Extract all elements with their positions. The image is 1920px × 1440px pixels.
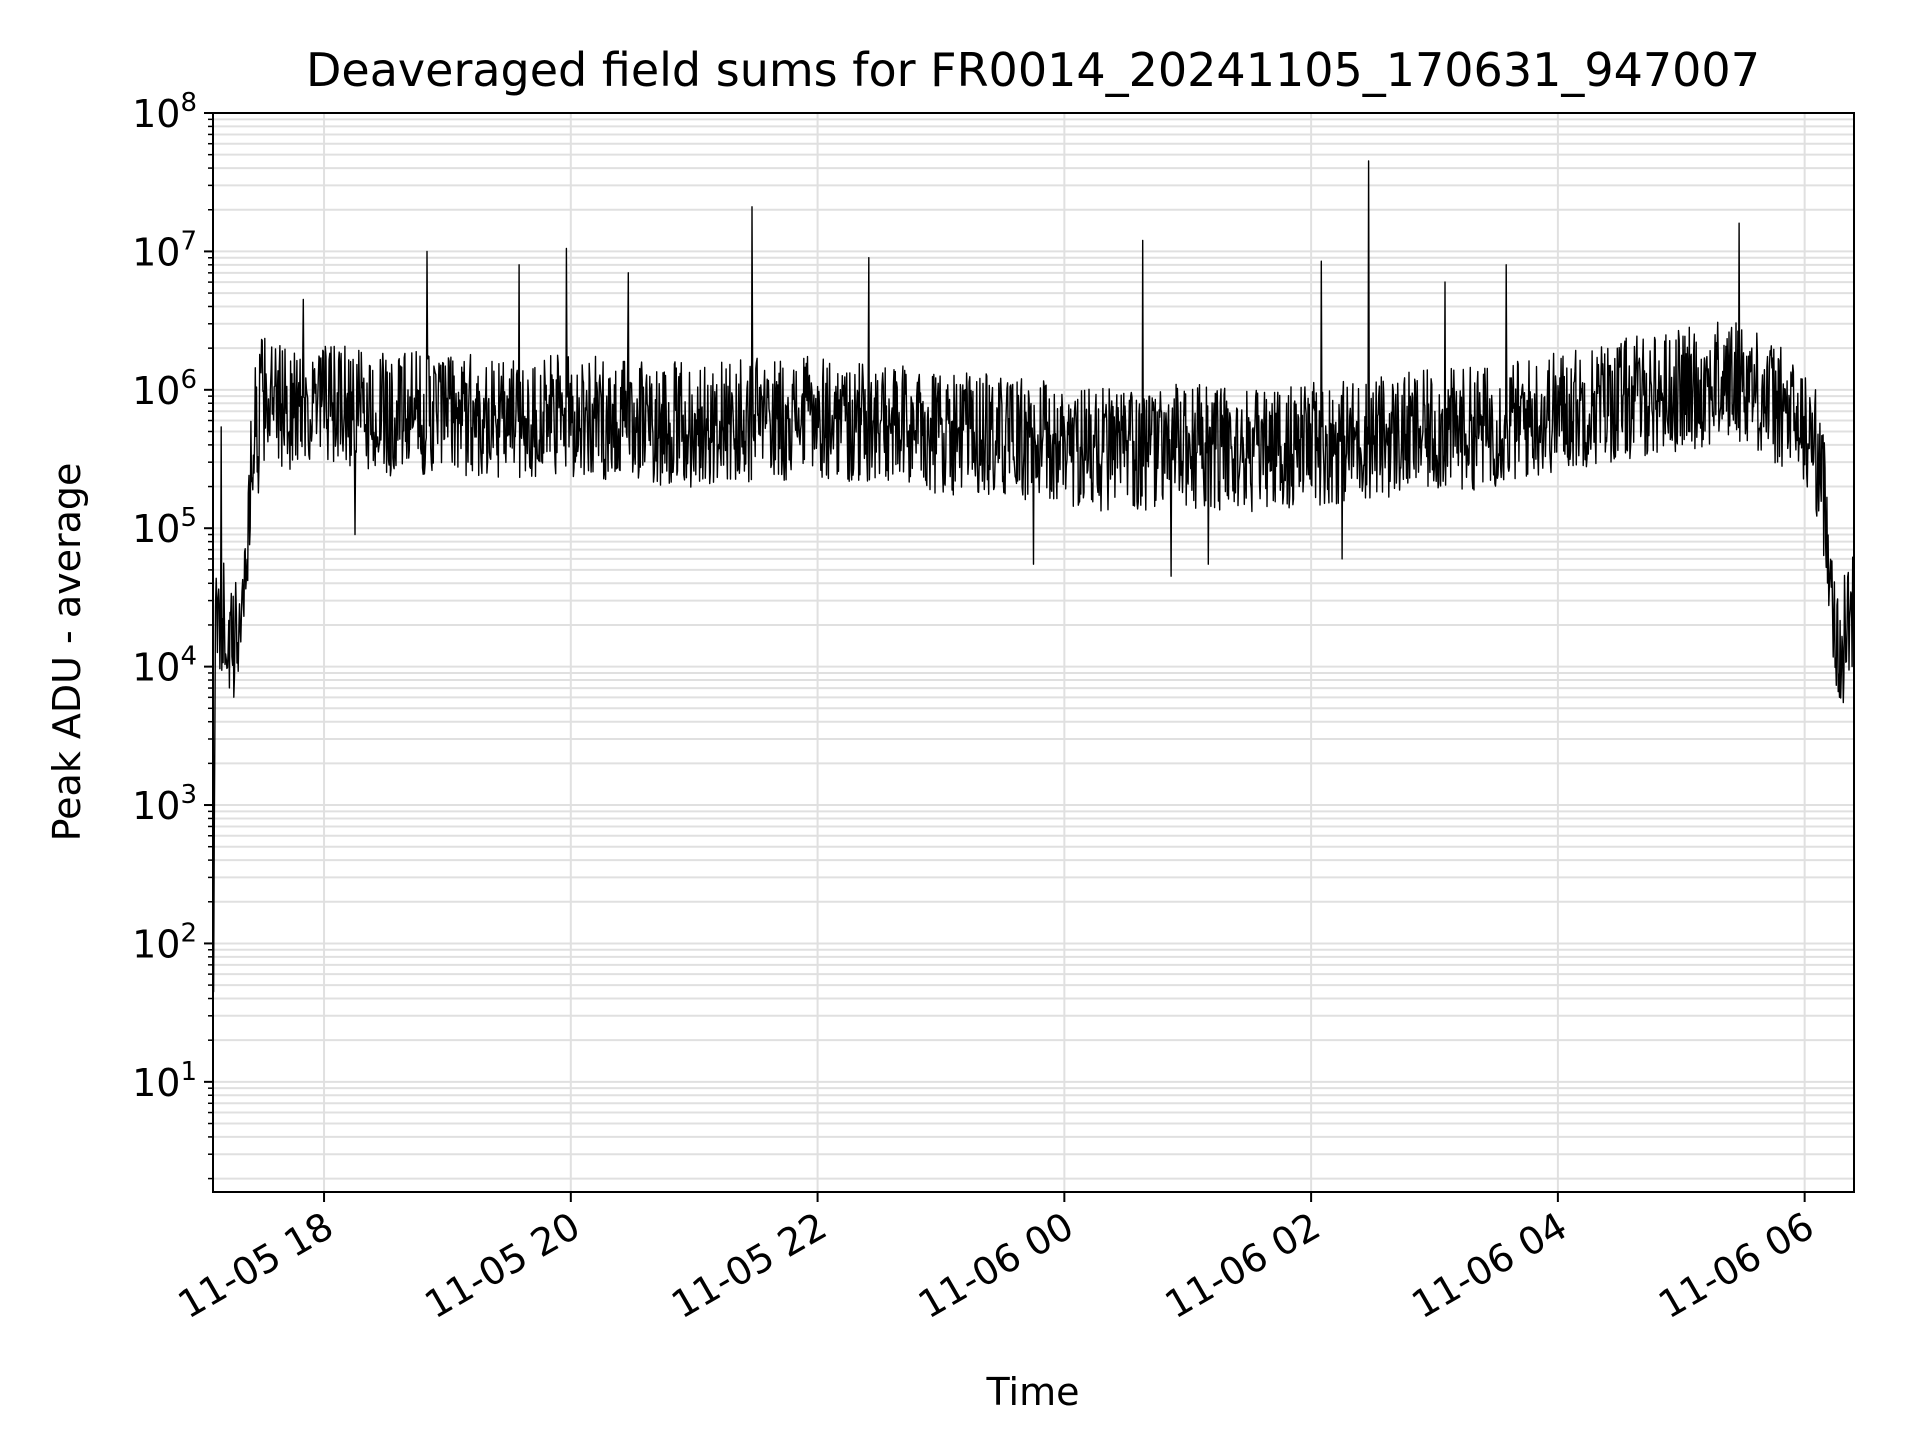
series-line bbox=[212, 160, 1855, 993]
y-tick-exponent: 4 bbox=[180, 642, 197, 672]
y-tick-exponent: 8 bbox=[180, 88, 197, 118]
y-tick-base: 10 bbox=[132, 646, 180, 690]
y-tick-base: 10 bbox=[132, 507, 180, 551]
y-tick-exponent: 6 bbox=[180, 365, 197, 395]
y-tick-label: 104 bbox=[132, 642, 197, 690]
y-tick-base: 10 bbox=[132, 922, 180, 966]
y-tick-base: 10 bbox=[132, 784, 180, 828]
x-axis-label: Time bbox=[986, 1370, 1080, 1414]
y-tick-label: 106 bbox=[132, 365, 197, 413]
data-line-layer bbox=[212, 160, 1855, 993]
y-tick-exponent: 5 bbox=[180, 503, 197, 533]
y-tick-exponent: 3 bbox=[180, 780, 197, 810]
y-tick-exponent: 1 bbox=[180, 1057, 197, 1087]
y-tick-exponent: 7 bbox=[180, 226, 197, 256]
y-tick-label: 108 bbox=[132, 88, 197, 136]
y-tick-exponent: 2 bbox=[180, 918, 197, 948]
chart-title: Deaveraged field sums for FR0014_2024110… bbox=[306, 43, 1760, 97]
y-tick-base: 10 bbox=[132, 369, 180, 413]
y-tick-label: 103 bbox=[132, 780, 197, 828]
y-tick-label: 107 bbox=[132, 226, 197, 274]
y-tick-base: 10 bbox=[132, 92, 180, 136]
y-tick-label: 105 bbox=[132, 503, 197, 551]
y-tick-base: 10 bbox=[132, 230, 180, 274]
y-tick-label: 101 bbox=[132, 1057, 197, 1105]
y-axis-label: Peak ADU - average bbox=[45, 463, 89, 842]
plot-frame bbox=[212, 112, 1855, 1193]
y-tick-base: 10 bbox=[132, 1061, 180, 1105]
y-tick-label: 102 bbox=[132, 918, 197, 966]
